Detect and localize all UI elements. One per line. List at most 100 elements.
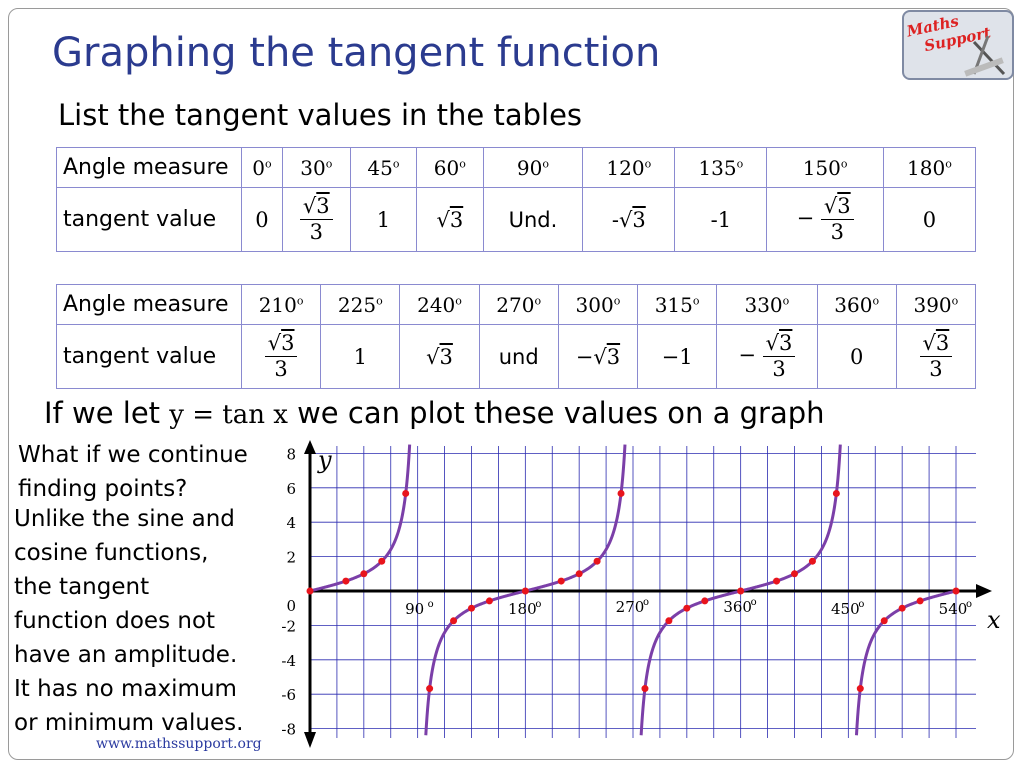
tangent-value-cell: −1	[637, 324, 718, 389]
fraction: √3 3	[264, 333, 298, 380]
data-point	[683, 604, 691, 612]
data-point	[952, 587, 960, 595]
fraction: √3 3	[762, 333, 796, 380]
tangent-value-cell: 0	[241, 187, 283, 252]
degree-superscript: o	[643, 597, 649, 608]
y-tick-label: -8	[281, 721, 296, 739]
y-tick-label: 6	[286, 480, 296, 498]
tangent-branch	[309, 444, 412, 593]
data-point	[898, 604, 906, 612]
x-tick-label: 90	[405, 600, 424, 618]
y-axis-label: y	[317, 446, 332, 474]
data-point	[665, 617, 673, 625]
fraction: √3 3	[919, 333, 953, 380]
data-point	[701, 597, 709, 605]
degree-superscript: o	[858, 599, 864, 610]
angle-cell: 240o	[399, 284, 480, 325]
data-point	[737, 587, 745, 595]
y-tick-label: 0	[286, 597, 296, 615]
degree-superscript: o	[428, 599, 434, 610]
data-point	[485, 597, 493, 605]
footer-url: www.mathssupport.org	[96, 736, 262, 752]
plot-instruction: If we let y = tan x we can plot these va…	[44, 396, 825, 430]
degree-superscript: o	[535, 599, 541, 610]
tangent-value-cell: √3 3	[281, 187, 351, 252]
tangent-value-cell: 1	[349, 187, 418, 252]
y-axis-arrow	[304, 440, 316, 454]
angle-cell: 330o	[716, 284, 818, 325]
data-point	[880, 617, 888, 625]
data-point	[916, 597, 924, 605]
angle-cell: 300o	[557, 284, 639, 325]
formula: y = tan x	[169, 400, 288, 430]
degree-superscript: o	[966, 599, 972, 610]
tangent-table-1: Angle measure 0o 30o 45o 60o 90o 120o 13…	[56, 147, 977, 252]
x-tick-label: 450	[831, 600, 860, 618]
data-point	[575, 570, 583, 578]
angle-cell: 60o	[416, 147, 484, 188]
slide-frame	[8, 8, 1014, 760]
tangent-value-cell: -1	[674, 187, 768, 252]
data-point	[342, 577, 350, 585]
data-point	[468, 604, 475, 612]
angle-cell: 210o	[240, 284, 322, 325]
tangent-table-2: Angle measure 210o 225o 240o 270o 300o 3…	[56, 284, 977, 389]
side-question: What if we continue finding points?	[18, 442, 248, 502]
tangent-value-cell: 1	[320, 324, 401, 389]
tangent-branch	[854, 589, 957, 736]
tangent-value-label: tangent value	[56, 187, 242, 252]
page-title: Graphing the tangent function	[52, 30, 661, 76]
data-point	[521, 587, 529, 595]
x-tick-label: 360	[723, 598, 752, 616]
tangent-value-cell: − √3 3	[716, 324, 818, 389]
y-tick-label: 4	[286, 514, 296, 532]
data-point	[306, 587, 314, 595]
data-point	[808, 557, 816, 565]
data-point	[450, 617, 458, 625]
data-point	[791, 570, 798, 578]
x-axis-label: x	[987, 606, 1001, 634]
subtitle: List the tangent values in the tables	[58, 98, 583, 132]
degree-superscript: o	[751, 597, 757, 608]
tangent-value-cell: √3 3	[240, 324, 322, 389]
data-point	[856, 685, 864, 693]
y-tick-label: -2	[281, 617, 296, 635]
data-point	[360, 570, 368, 578]
angle-measure-label: Angle measure	[56, 284, 242, 325]
data-point	[617, 489, 625, 497]
tangent-value-cell: √3 3	[895, 324, 977, 389]
data-point	[402, 489, 410, 497]
angle-measure-label: Angle measure	[56, 147, 242, 188]
data-point	[378, 557, 386, 565]
tangent-value-cell: 0	[882, 187, 977, 252]
x-tick-label: 180	[508, 600, 537, 618]
y-tick-label: -4	[281, 652, 296, 670]
data-point	[641, 685, 649, 693]
angle-cell: 150o	[766, 147, 884, 188]
y-axis-arrow	[304, 732, 316, 748]
angle-cell: 135o	[674, 147, 768, 188]
angle-cell: 180o	[882, 147, 977, 188]
angle-cell: 315o	[637, 284, 718, 325]
angle-cell: 360o	[816, 284, 897, 325]
y-tick-label: 8	[286, 445, 296, 463]
fraction: √3 3	[820, 196, 854, 243]
data-point	[557, 577, 565, 585]
x-axis-arrow	[976, 584, 992, 598]
data-point	[593, 557, 601, 565]
data-point	[832, 489, 840, 497]
x-tick-label: 540	[939, 600, 968, 618]
y-tick-label: 2	[286, 549, 296, 567]
angle-cell: 45o	[349, 147, 418, 188]
tangent-value-cell: √3	[399, 324, 480, 389]
tangent-value-label: tangent value	[56, 324, 242, 389]
tangent-value-cell: 0	[816, 324, 897, 389]
tangent-value-cell: Und.	[482, 187, 584, 252]
data-point	[426, 685, 434, 693]
maths-support-logo: Maths Support	[902, 10, 1014, 80]
fraction: √3 3	[299, 196, 333, 243]
tangent-value-cell: -√3	[582, 187, 676, 252]
angle-cell: 225o	[320, 284, 401, 325]
